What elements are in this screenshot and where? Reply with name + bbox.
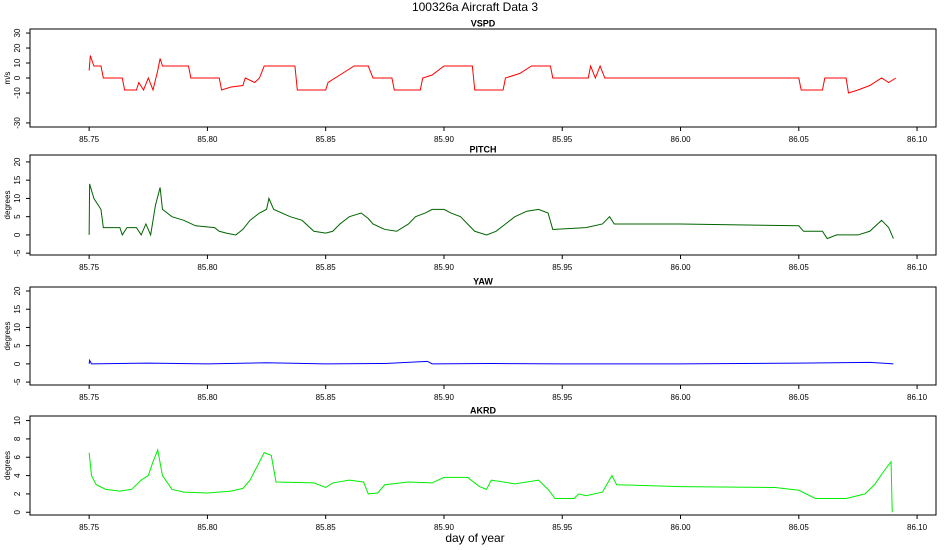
panel-title: PITCH (470, 144, 497, 154)
panel-title: AKRD (470, 405, 496, 415)
plot-frame (29, 415, 937, 516)
y-tick-label: 15 (13, 175, 22, 184)
y-tick-label: 10 (13, 322, 22, 331)
x-tick-label: 86.10 (907, 135, 928, 144)
data-line (88, 55, 897, 94)
x-tick-label: 85.95 (552, 263, 573, 272)
x-tick-label: 86.00 (671, 263, 692, 272)
x-tick-label: 86.05 (789, 393, 810, 402)
x-tick-label: 86.10 (907, 393, 928, 402)
y-axis-label: degrees (3, 191, 12, 220)
x-tick-label: 85.90 (434, 135, 455, 144)
y-axis-label: degrees (3, 451, 12, 480)
x-tick-label: 85.90 (434, 263, 455, 272)
data-line (88, 183, 894, 240)
x-tick-label: 85.75 (79, 523, 100, 532)
x-tick-label: 85.95 (552, 523, 573, 532)
y-tick-label: 10 (13, 416, 22, 425)
x-tick-label: 85.75 (79, 135, 100, 144)
x-tick-label: 85.80 (197, 135, 218, 144)
y-tick-label: -5 (13, 378, 22, 386)
y-tick-label: 2 (13, 491, 22, 496)
y-axis-label: m/s (3, 72, 12, 85)
plot-frame (29, 286, 937, 386)
y-tick-label: -5 (13, 249, 22, 257)
y-tick-label: 0 (13, 509, 22, 514)
x-tick-label: 86.05 (789, 263, 810, 272)
data-line (88, 358, 894, 365)
x-tick-label: 86.00 (671, 135, 692, 144)
y-tick-label: -10 (13, 87, 22, 99)
y-tick-label: 15 (13, 304, 22, 313)
y-tick-label: 0 (13, 361, 22, 366)
x-tick-label: 86.10 (907, 523, 928, 532)
y-tick-label: 6 (13, 454, 22, 459)
y-tick-label: 0 (13, 75, 22, 80)
data-line (88, 448, 893, 513)
y-tick-label: -30 (13, 117, 22, 129)
y-tick-label: 20 (13, 286, 22, 295)
x-tick-label: 85.85 (316, 135, 337, 144)
y-tick-label: 20 (13, 157, 22, 166)
x-tick-label: 85.90 (434, 523, 455, 532)
y-tick-label: 5 (13, 343, 22, 348)
x-tick-label: 85.85 (316, 523, 337, 532)
x-axis-label: day of year (445, 531, 504, 545)
y-tick-label: 4 (13, 473, 22, 478)
x-tick-label: 85.75 (79, 263, 100, 272)
x-tick-label: 86.05 (789, 135, 810, 144)
panel-title: YAW (473, 276, 493, 286)
plot-frame (29, 28, 937, 128)
y-tick-label: 0 (13, 232, 22, 237)
x-tick-label: 85.85 (316, 263, 337, 272)
panel-title: VSPD (471, 18, 496, 28)
x-tick-label: 86.05 (789, 523, 810, 532)
x-tick-label: 85.80 (197, 523, 218, 532)
y-axis-label: degrees (3, 322, 12, 351)
chart-title: 100326a Aircraft Data 3 (412, 0, 538, 14)
plot-frame (29, 154, 937, 256)
x-tick-label: 85.80 (197, 393, 218, 402)
y-tick-label: 10 (13, 58, 22, 67)
y-tick-label: 20 (13, 43, 22, 52)
x-tick-label: 85.90 (434, 393, 455, 402)
x-tick-label: 85.80 (197, 263, 218, 272)
x-tick-label: 86.10 (907, 263, 928, 272)
x-tick-label: 85.85 (316, 393, 337, 402)
x-tick-label: 86.00 (671, 523, 692, 532)
y-tick-label: 30 (13, 28, 22, 37)
y-tick-label: 10 (13, 193, 22, 202)
x-tick-label: 86.00 (671, 393, 692, 402)
y-tick-label: 8 (13, 436, 22, 441)
x-tick-label: 85.95 (552, 393, 573, 402)
x-tick-label: 85.75 (79, 393, 100, 402)
y-tick-label: 5 (13, 214, 22, 219)
x-tick-label: 85.95 (552, 135, 573, 144)
